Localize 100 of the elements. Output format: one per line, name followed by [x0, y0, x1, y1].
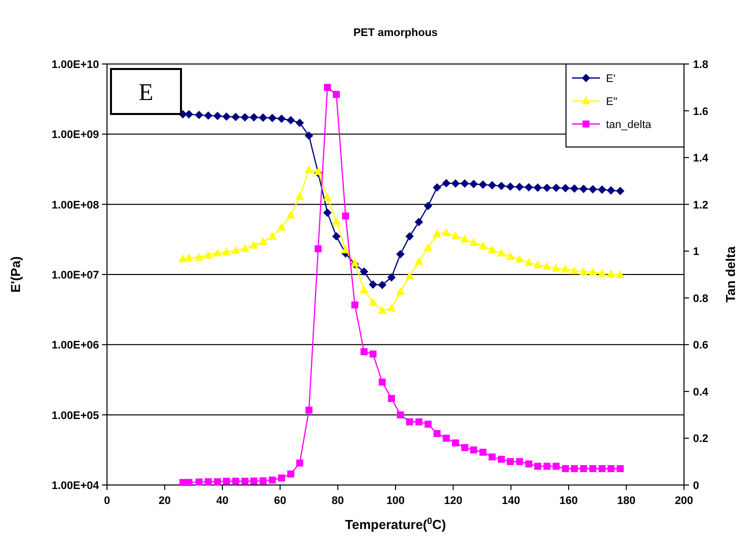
point — [488, 246, 496, 254]
point — [368, 298, 377, 306]
point — [433, 230, 442, 238]
point — [406, 232, 414, 240]
x-tick-label: 180 — [617, 495, 636, 507]
point — [414, 218, 423, 226]
y-tick-label: 1.00E+04 — [52, 480, 100, 492]
point — [232, 246, 240, 254]
point — [424, 202, 432, 210]
x-tick-label: 80 — [332, 495, 344, 507]
x-tick-label: 40 — [216, 495, 229, 507]
point — [304, 132, 313, 140]
y2-axis-title: Tan delta — [723, 246, 738, 303]
point — [222, 112, 230, 121]
point — [460, 180, 469, 188]
point — [240, 244, 249, 252]
legend-label: E' — [606, 73, 616, 85]
point — [607, 186, 616, 194]
point — [598, 186, 606, 194]
point — [278, 223, 286, 231]
y2-tick-label: 1 — [693, 246, 700, 258]
point — [213, 112, 222, 120]
x-tick-label: 200 — [674, 495, 694, 507]
point — [452, 180, 460, 188]
point — [396, 250, 404, 258]
point — [542, 184, 551, 192]
point — [232, 112, 240, 121]
point — [470, 180, 478, 188]
legend-label: tan_delta — [606, 119, 652, 131]
y-tick-label: 1.00E+06 — [52, 340, 99, 352]
point — [561, 265, 570, 272]
point — [204, 112, 212, 120]
y-tick-label: 1.00E+07 — [52, 270, 99, 282]
point — [542, 262, 551, 270]
point — [323, 194, 332, 201]
point — [588, 185, 597, 194]
point — [488, 181, 496, 190]
point — [424, 244, 432, 251]
point — [433, 183, 442, 192]
point — [570, 184, 578, 193]
point — [323, 208, 332, 217]
point — [406, 272, 414, 280]
point — [296, 118, 304, 127]
x-tick-label: 160 — [559, 495, 578, 507]
point — [278, 114, 286, 123]
y2-tick-label: 0.4 — [693, 386, 710, 398]
point — [296, 192, 304, 200]
point — [222, 248, 230, 256]
y2-tick-label: 0 — [693, 480, 700, 492]
point — [534, 260, 542, 268]
point — [360, 286, 368, 294]
y2-tick-label: 1.4 — [693, 152, 710, 165]
point — [396, 288, 404, 295]
point — [184, 110, 193, 118]
x-tick-label: 100 — [386, 495, 405, 507]
point — [552, 264, 560, 272]
x-tick-label: 0 — [104, 495, 110, 507]
point — [460, 235, 469, 243]
point — [598, 269, 606, 277]
point — [378, 280, 386, 289]
point — [516, 182, 524, 191]
point — [360, 268, 368, 276]
annotation: E — [138, 80, 154, 106]
point — [240, 113, 249, 122]
point — [250, 113, 258, 122]
point — [286, 211, 295, 218]
y-tick-label: 1.00E+10 — [52, 59, 99, 71]
x-tick-label: 20 — [158, 495, 171, 507]
point — [268, 232, 276, 240]
y2-tick-label: 1.8 — [693, 59, 708, 71]
point — [184, 254, 193, 262]
point — [387, 304, 396, 312]
chart-title: PET amorphous — [353, 27, 438, 39]
point — [478, 180, 487, 189]
y-tick-label: 1.00E+05 — [52, 410, 99, 422]
point — [314, 168, 322, 175]
point — [414, 258, 423, 265]
point — [506, 252, 514, 260]
point — [561, 184, 570, 192]
point — [616, 270, 624, 278]
point — [259, 238, 268, 245]
point — [342, 246, 350, 254]
point — [442, 228, 450, 236]
x-tick-label: 120 — [444, 495, 462, 507]
point — [268, 114, 276, 122]
y-tick-label: 1.00E+08 — [52, 199, 99, 212]
legend-label: E" — [606, 96, 618, 108]
point — [213, 249, 222, 257]
y-tick-label: 1.00E+09 — [52, 129, 99, 142]
point — [178, 254, 187, 262]
point — [204, 251, 212, 259]
y-axis-title: E'(Pa) — [8, 256, 23, 293]
x-axis-title: Temperature($^{0}$C) — [345, 516, 446, 532]
point — [506, 182, 514, 191]
y2-tick-label: 0.2 — [693, 433, 708, 446]
point — [442, 179, 450, 188]
y2-tick-label: 1.2 — [693, 199, 708, 212]
point — [286, 116, 295, 124]
y2-tick-label: 1.6 — [693, 106, 708, 118]
point — [607, 270, 616, 278]
